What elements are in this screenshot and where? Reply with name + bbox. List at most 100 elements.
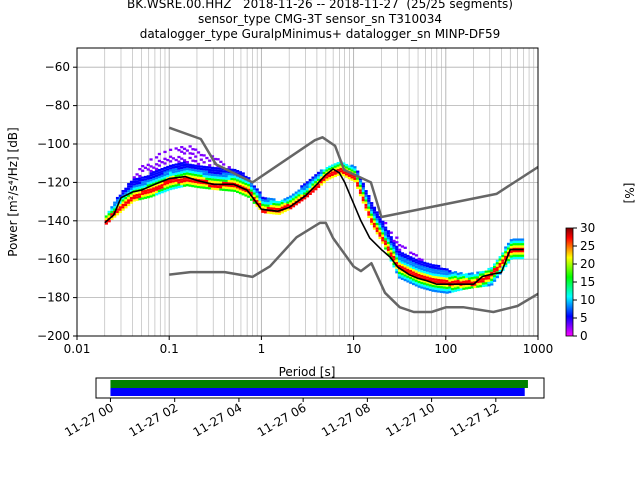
psd-cell — [163, 187, 167, 190]
psd-cell — [188, 152, 192, 155]
psd-cell — [249, 198, 254, 201]
psd-cell — [129, 185, 134, 188]
psd-cell — [289, 200, 293, 203]
psd-cell — [143, 182, 148, 186]
psd-cell — [423, 266, 427, 269]
psd-cell — [520, 254, 525, 257]
psd-cell — [414, 270, 418, 273]
psd-cell — [163, 185, 167, 188]
psd-cell — [314, 176, 318, 179]
psd-cell — [403, 272, 407, 275]
psd-cell — [389, 247, 393, 250]
psd-cell — [420, 263, 424, 266]
x-tick-label: 1000 — [523, 342, 554, 356]
psd-cell — [459, 288, 463, 291]
psd-cell — [431, 278, 435, 281]
psd-cell — [479, 285, 483, 288]
psd-cell — [230, 173, 234, 176]
psd-cell — [196, 165, 201, 168]
psd-cell — [280, 199, 284, 202]
plot-frame — [76, 47, 539, 337]
psd-cell — [319, 176, 324, 179]
psd-cell — [473, 283, 477, 286]
psd-cell — [361, 196, 365, 199]
psd-cell — [384, 231, 388, 234]
psd-cell — [205, 173, 209, 176]
psd-cell — [277, 203, 282, 206]
psd-cell — [155, 176, 159, 180]
psd-cell — [241, 183, 245, 187]
psd-cell — [163, 162, 167, 165]
psd-cell — [428, 265, 432, 269]
psd-cell — [425, 271, 430, 275]
psd-cell — [395, 236, 399, 239]
psd-cell — [470, 281, 474, 284]
psd-cell — [180, 164, 184, 167]
psd-cell — [104, 217, 108, 221]
psd-cell — [437, 264, 441, 268]
psd-cell — [188, 184, 192, 187]
psd-cell — [389, 245, 393, 248]
psd-cell — [448, 288, 452, 291]
psd-cell — [174, 163, 178, 166]
psd-cell — [392, 244, 396, 247]
psd-cell — [411, 264, 416, 267]
chart-title-line-3: datalogger_type GuralpMinimus+ datalogge… — [139, 27, 501, 41]
psd-cell — [300, 185, 304, 188]
psd-cell — [420, 277, 424, 280]
psd-cell — [216, 169, 220, 172]
psd-cell — [115, 208, 120, 211]
psd-cell — [442, 270, 446, 273]
psd-cell — [358, 187, 363, 190]
psd-cell — [330, 173, 335, 176]
psd-cell — [160, 172, 164, 175]
psd-cell — [386, 234, 391, 238]
psd-cell — [342, 171, 346, 174]
psd-cell — [213, 173, 217, 177]
colorbar-label: [%] — [622, 183, 636, 204]
psd-cell — [465, 280, 469, 283]
psd-cell — [506, 258, 511, 262]
psd-cell — [364, 194, 368, 197]
psd-cell — [160, 186, 164, 189]
psd-cell — [451, 274, 455, 277]
psd-cell — [487, 284, 491, 287]
psd-cell — [342, 173, 346, 177]
psd-cell — [166, 179, 170, 182]
psd-cell — [194, 171, 198, 174]
psd-cell — [305, 181, 310, 184]
psd-cell — [163, 180, 167, 184]
psd-cell — [249, 191, 254, 194]
psd-cell — [205, 186, 209, 190]
psd-cell — [428, 279, 432, 282]
psd-cell — [180, 169, 184, 172]
psd-cell — [155, 188, 159, 191]
psd-cell — [236, 186, 240, 189]
psd-cell — [434, 271, 438, 274]
psd-cell — [367, 213, 371, 216]
psd-cell — [258, 202, 262, 206]
psd-cell — [121, 196, 125, 200]
psd-cell — [356, 182, 360, 185]
psd-cell — [453, 284, 458, 288]
psd-cell — [439, 279, 444, 282]
psd-cell — [230, 180, 234, 183]
psd-cell — [210, 166, 215, 170]
psd-cell — [149, 185, 153, 189]
psd-cell — [283, 205, 287, 208]
psd-cell — [518, 249, 522, 253]
psd-cell — [411, 257, 416, 260]
psd-cell — [370, 218, 374, 221]
psd-cell — [467, 282, 472, 285]
psd-cell — [182, 168, 187, 171]
psd-cell — [263, 204, 268, 207]
psd-cell — [174, 168, 178, 171]
psd-cell — [219, 160, 223, 164]
psd-cell — [453, 278, 458, 281]
psd-cell — [168, 171, 173, 175]
psd-cell — [406, 268, 410, 272]
psd-cell — [456, 281, 460, 285]
psd-cell — [423, 282, 427, 285]
psd-cell — [350, 169, 354, 172]
psd-cell — [157, 173, 162, 176]
